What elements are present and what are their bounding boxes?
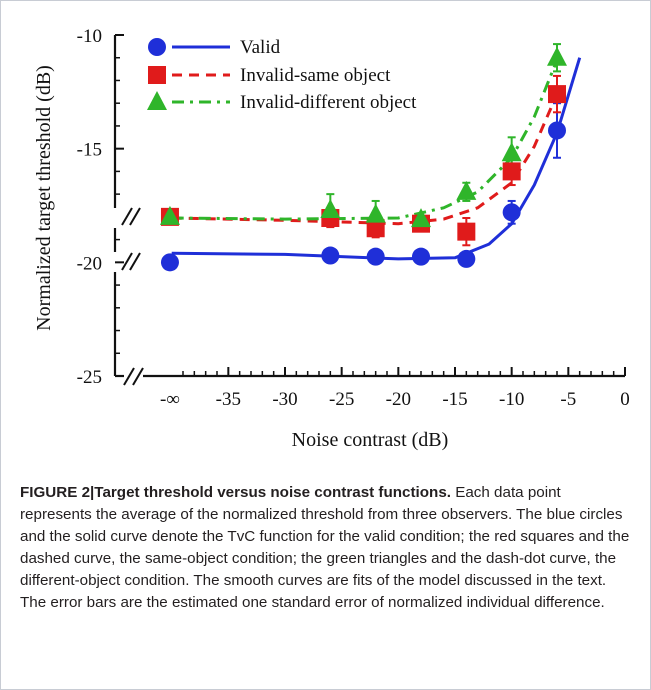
legend-marker bbox=[148, 66, 166, 84]
data-markers bbox=[159, 46, 567, 272]
data-marker bbox=[366, 219, 385, 238]
x-axis-label: Noise contrast (dB) bbox=[292, 429, 449, 451]
legend-label: Invalid-different object bbox=[240, 92, 417, 113]
data-marker bbox=[548, 85, 566, 104]
data-marker bbox=[502, 203, 521, 222]
data-marker bbox=[365, 203, 386, 223]
data-marker bbox=[501, 142, 522, 162]
fit-curve bbox=[171, 59, 559, 221]
legend-marker bbox=[148, 38, 166, 56]
x-tick-label: -15 bbox=[442, 389, 467, 410]
axis-break-lower-2 bbox=[129, 252, 141, 271]
data-marker bbox=[160, 253, 179, 272]
fit-curve bbox=[171, 93, 559, 226]
axis-break-lower-1 bbox=[121, 252, 133, 271]
x-tick-label: -∞ bbox=[160, 389, 180, 410]
x-tick-label: -20 bbox=[386, 389, 411, 410]
y-tick-label: -10 bbox=[77, 26, 102, 47]
caption-head: Target threshold versus noise contrast f… bbox=[94, 484, 451, 501]
y-tick-label: -15 bbox=[77, 140, 102, 161]
axes: -25 -20 -15 -10 -∞ -35 -30 -25 -20 -15 -10 -5 0 bbox=[77, 26, 630, 410]
x-tick-label: -35 bbox=[216, 389, 241, 410]
caption-label: FIGURE 2 bbox=[20, 484, 91, 501]
legend: Valid Invalid-same object Invalid-differen… bbox=[147, 37, 417, 113]
data-marker bbox=[321, 246, 340, 265]
data-marker bbox=[412, 247, 430, 266]
data-marker bbox=[159, 205, 180, 225]
caption-body: Each data point represents the average o… bbox=[20, 484, 630, 611]
axis-break-x-2 bbox=[132, 367, 144, 386]
data-marker bbox=[411, 208, 431, 228]
legend-marker bbox=[147, 91, 167, 110]
x-tick-label: -30 bbox=[272, 389, 297, 410]
y-tick-label: -25 bbox=[77, 367, 102, 388]
data-marker bbox=[456, 180, 477, 200]
data-marker bbox=[457, 249, 476, 268]
axis-break-x-1 bbox=[123, 367, 135, 386]
figure-caption: FIGURE 2|Target threshold versus noise c… bbox=[20, 482, 635, 614]
data-marker bbox=[320, 199, 341, 219]
axis-break-upper-2 bbox=[129, 207, 141, 226]
data-marker bbox=[547, 46, 567, 66]
chart: -25 -20 -15 -10 -∞ -35 -30 -25 -20 -15 -10 -5 0 Vali… bbox=[33, 26, 630, 451]
x-tick-label: -5 bbox=[560, 389, 576, 410]
y-tick-label: -20 bbox=[77, 253, 102, 274]
legend-label: Invalid-same object bbox=[240, 65, 391, 86]
x-tick-label: -25 bbox=[329, 389, 354, 410]
data-marker bbox=[457, 222, 476, 241]
x-tick-label: -10 bbox=[499, 389, 524, 410]
axis-break-upper-1 bbox=[121, 207, 133, 226]
x-tick-label: 0 bbox=[620, 389, 630, 410]
caption-separator: | bbox=[90, 484, 95, 501]
data-marker bbox=[366, 247, 385, 266]
data-marker bbox=[502, 162, 521, 181]
legend-label: Valid bbox=[240, 37, 281, 58]
y-axis-label: Normalized target threshold (dB) bbox=[33, 65, 55, 331]
data-marker bbox=[548, 121, 566, 140]
